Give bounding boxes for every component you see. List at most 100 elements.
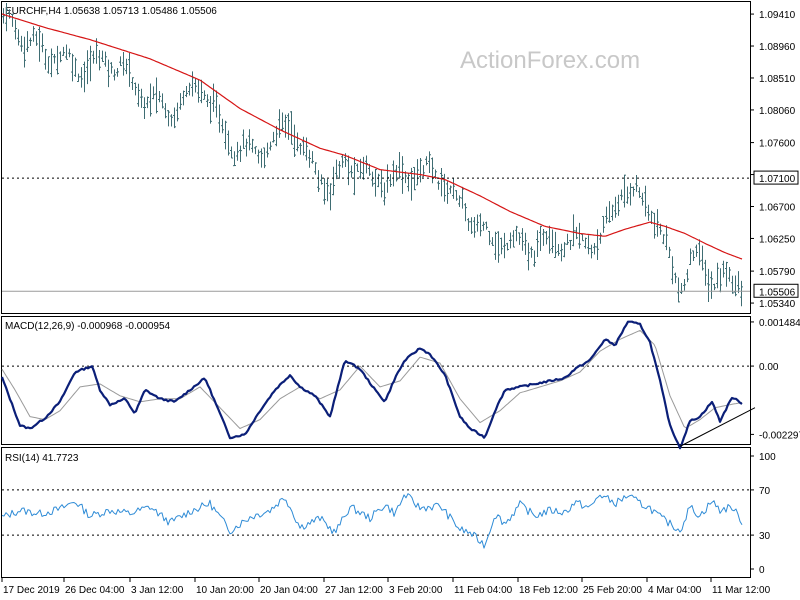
price-bar — [695, 244, 698, 257]
price-bar — [506, 242, 509, 251]
price-bar — [65, 44, 68, 60]
x-tick-label: 25 Feb 20:00 — [583, 585, 642, 596]
price-bar — [305, 137, 308, 161]
price-bar — [521, 228, 524, 251]
price-bar — [311, 151, 314, 164]
price-bar — [371, 171, 374, 187]
price-bar — [455, 190, 458, 201]
price-bar — [578, 222, 581, 249]
price-bar — [293, 124, 296, 157]
price-bar — [629, 183, 632, 206]
price-bar — [203, 90, 206, 100]
price-bar — [92, 50, 95, 64]
price-bar — [539, 225, 542, 252]
price-bar — [152, 86, 155, 100]
price-bar — [626, 186, 629, 204]
price-bar — [611, 204, 614, 221]
price-bar — [704, 259, 707, 286]
macd-y-tick-label: 0.00 — [759, 362, 779, 373]
price-bar — [314, 162, 317, 175]
price-bar — [320, 174, 323, 185]
price-bar — [608, 201, 611, 223]
price-bar — [428, 151, 431, 173]
price-bar — [581, 233, 584, 242]
price-bar — [155, 77, 158, 114]
price-bar — [113, 69, 116, 81]
price-bar — [515, 225, 518, 242]
price-bar — [68, 48, 71, 58]
price-bar — [398, 151, 401, 179]
price-bar — [281, 112, 284, 131]
x-tick-label: 27 Jan 12:00 — [325, 585, 383, 596]
price-bar — [83, 61, 86, 93]
price-bar — [164, 103, 167, 119]
price-bar — [686, 269, 689, 283]
watermark: ActionForex.com — [460, 47, 640, 74]
rsi-y-tick-label: 70 — [759, 486, 771, 497]
price-bar — [500, 237, 503, 255]
price-bar — [326, 178, 329, 202]
price-bar — [503, 232, 506, 259]
price-bar — [497, 231, 500, 263]
price-bar — [644, 185, 647, 217]
price-bar — [440, 168, 443, 197]
price-bar — [524, 232, 527, 255]
price-bar — [290, 111, 293, 145]
price-bar — [374, 168, 377, 197]
price-bar — [116, 67, 119, 77]
level-label-last-price: 1.05506 — [753, 283, 799, 298]
price-bar — [332, 166, 335, 196]
price-bar — [254, 146, 257, 155]
svg-text:1.05506: 1.05506 — [759, 287, 796, 298]
price-bar — [392, 160, 395, 187]
price-bar — [53, 53, 56, 64]
price-bar — [221, 118, 224, 134]
price-bar — [350, 165, 353, 178]
price-bar — [395, 165, 398, 182]
price-bar — [557, 244, 560, 256]
price-bar — [701, 245, 704, 271]
price-y-tick-label: 1.08960 — [759, 42, 796, 53]
price-bar — [317, 170, 320, 193]
price-bar — [20, 35, 23, 52]
price-bar — [23, 36, 26, 68]
price-bar — [473, 217, 476, 238]
price-bar — [674, 272, 677, 284]
svg-text:1.07100: 1.07100 — [759, 174, 796, 185]
price-bar — [227, 130, 230, 156]
price-bar — [107, 59, 110, 88]
rsi-panel-frame — [1, 447, 751, 578]
price-bar — [653, 212, 656, 239]
price-bar — [140, 88, 143, 108]
price-bar — [590, 244, 593, 259]
price-bar — [272, 131, 275, 143]
x-tick-label: 20 Jan 04:00 — [260, 585, 318, 596]
price-bar — [323, 178, 326, 205]
price-bar — [425, 156, 428, 166]
price-bar — [302, 136, 305, 156]
price-bar — [104, 51, 107, 67]
price-bar — [236, 141, 239, 161]
price-bar — [212, 83, 215, 112]
price-bar — [77, 73, 80, 83]
rsi-layer: 100 70 30 0 — [1, 452, 776, 576]
rsi-line — [1, 493, 743, 549]
price-bar — [62, 46, 65, 56]
rsi-y-tick-label: 0 — [759, 565, 765, 576]
price-bar — [29, 37, 32, 47]
macd-y-tick-label: -0.002297 — [759, 430, 800, 441]
price-bar — [329, 183, 332, 211]
price-bar — [677, 277, 680, 303]
price-bar — [188, 82, 191, 96]
price-bar — [257, 149, 260, 164]
price-layer: 1.09410 1.08960 1.08510 1.08060 1.07600 1.071… — [1, 3, 799, 310]
price-bar — [635, 174, 638, 192]
price-bar — [722, 260, 725, 278]
price-bar — [533, 250, 536, 267]
price-panel-header: EURCHF,H4 1.05638 1.05713 1.05486 1.0550… — [5, 6, 217, 17]
price-bar — [170, 114, 173, 127]
price-bar — [26, 31, 29, 53]
price-bar — [245, 138, 248, 157]
macd-panel-header: MACD(12,26,9) -0.000968 -0.000954 — [5, 321, 171, 332]
